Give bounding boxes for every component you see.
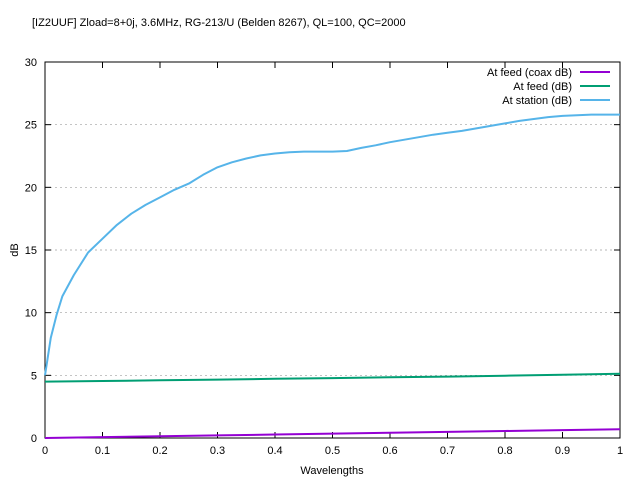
legend-label: At station (dB) xyxy=(502,95,572,107)
series-line-1 xyxy=(44,428,621,439)
axis-ticks: 0 5 10 15 20 25 30 0 0.1 0.2 0.3 0.4 0.5 0.6 0.7 0.8 0.9… xyxy=(25,57,623,457)
x-tick-label: 0.6 xyxy=(382,445,397,457)
x-tick-label: 0.1 xyxy=(95,445,110,457)
y-tick-label: 15 xyxy=(25,245,37,257)
legend: At feed (coax dB) At feed (dB) At station … xyxy=(487,67,610,107)
x-tick-label: 0.3 xyxy=(210,445,225,457)
y-tick-label: 20 xyxy=(25,182,37,194)
y-tick-label: 10 xyxy=(25,308,37,320)
chart-title: [IZ2UUF] Zload=8+0j, 3.6MHz, RG-213/U (B… xyxy=(32,17,406,29)
x-axis-label: Wavelengths xyxy=(300,465,364,477)
legend-label: At feed (coax dB) xyxy=(487,67,572,79)
x-tick-label: 0.8 xyxy=(497,445,512,457)
y-tick-label: 30 xyxy=(25,57,37,69)
series-line-3 xyxy=(44,113,620,376)
x-tick-label: 0.4 xyxy=(267,445,282,457)
x-tick-label: 1 xyxy=(617,445,623,457)
x-tick-label: 0.9 xyxy=(555,445,570,457)
x-tick-label: 0.2 xyxy=(152,445,167,457)
series-lines xyxy=(44,113,621,439)
y-axis-label: dB xyxy=(9,243,21,256)
series-line-2 xyxy=(44,372,621,383)
legend-label: At feed (dB) xyxy=(513,81,572,93)
y-tick-label: 0 xyxy=(31,433,37,445)
y-tick-label: 5 xyxy=(31,370,37,382)
x-tick-label: 0.7 xyxy=(440,445,455,457)
y-tick-label: 25 xyxy=(25,120,37,132)
x-tick-label: 0.5 xyxy=(325,445,340,457)
x-tick-label: 0 xyxy=(42,445,48,457)
grid-lines xyxy=(45,124,620,376)
